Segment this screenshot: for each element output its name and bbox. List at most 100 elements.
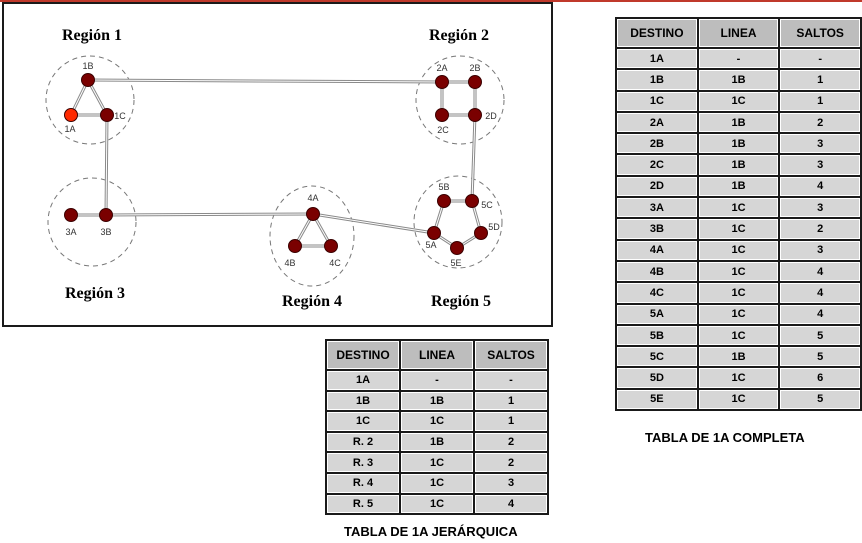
cell-destino: R. 3: [327, 453, 399, 472]
table-row: 1B 1B 1: [327, 391, 547, 411]
table-row: 1C 1C 1: [617, 91, 860, 111]
table-row: R. 2 1B 2: [327, 432, 547, 452]
cell-saltos: 1: [780, 70, 860, 90]
router-node: [474, 226, 488, 240]
table-row: 3A 1C 3: [617, 198, 860, 218]
cell-destino: R. 5: [327, 494, 399, 514]
table-row: 1B 1B 1: [617, 70, 860, 90]
table-row: 5B 1C 5: [617, 325, 860, 346]
cell-saltos: 1: [780, 91, 860, 111]
top-accent-line: [0, 0, 862, 2]
router-label: 5A: [425, 240, 436, 250]
region-boundary: [415, 55, 505, 145]
region-label: Región 1: [62, 27, 122, 44]
cell-linea: 1C: [698, 198, 779, 218]
diagram-frame: [2, 2, 553, 327]
cell-destino: 1B: [617, 70, 697, 90]
table-row: R. 5 1C 4: [327, 494, 547, 514]
router-label: 4B: [284, 258, 295, 268]
cell-destino: 2C: [617, 155, 697, 175]
cell-destino: 1A: [327, 371, 399, 390]
cell-linea: 1C: [698, 389, 779, 410]
router-node: [324, 239, 338, 253]
router-node: [64, 208, 78, 222]
cell-destino: 5C: [617, 347, 697, 367]
router-label: 2B: [469, 63, 480, 73]
cell-linea: 1C: [401, 473, 473, 493]
region-label: Región 5: [431, 293, 491, 310]
router-node: [437, 194, 451, 208]
router-node: [468, 75, 482, 89]
table-row: 2D 1B 4: [617, 176, 860, 197]
cell-linea: 1B: [698, 176, 779, 197]
cell-linea: 1C: [401, 453, 473, 472]
network-link-inner: [312, 213, 435, 234]
cell-linea: 1C: [698, 283, 779, 303]
cell-saltos: 3: [780, 240, 860, 260]
cell-destino: 2D: [617, 176, 697, 197]
table-row: 2B 1B 3: [617, 134, 860, 154]
region-label: Región 2: [429, 27, 489, 44]
table-row: 5A 1C 4: [617, 304, 860, 324]
cell-linea: 1B: [698, 155, 779, 175]
cell-saltos: 2: [475, 432, 547, 452]
table-row: R. 3 1C 2: [327, 453, 547, 472]
header-linea: LINEA: [401, 341, 473, 369]
router-node: [468, 108, 482, 122]
header-destino: DESTINO: [617, 19, 697, 47]
cell-saltos: 5: [780, 325, 860, 346]
router-node: [100, 108, 114, 122]
router-label: 4C: [329, 258, 341, 268]
header-destino: DESTINO: [327, 341, 399, 369]
router-node: [450, 241, 464, 255]
table-header-row: DESTINO LINEA SALTOS: [617, 19, 860, 47]
cell-saltos: 4: [780, 304, 860, 324]
network-link-inner: [471, 114, 476, 202]
region-boundary: [47, 177, 137, 267]
router-label: 2C: [437, 125, 449, 135]
cell-saltos: 3: [780, 198, 860, 218]
router-label: 1A: [64, 124, 75, 134]
header-linea: LINEA: [698, 19, 779, 47]
cell-saltos: 6: [780, 368, 860, 388]
cell-linea: 1C: [401, 494, 473, 514]
table-row: 5D 1C 6: [617, 368, 860, 388]
cell-linea: -: [698, 49, 779, 69]
router-label: 3A: [65, 227, 76, 237]
cell-linea: 1C: [698, 304, 779, 324]
cell-destino: 5D: [617, 368, 697, 388]
table-row: 2A 1B 2: [617, 112, 860, 133]
cell-linea: 1B: [698, 70, 779, 90]
cell-saltos: 5: [780, 347, 860, 367]
cell-linea: 1B: [401, 432, 473, 452]
cell-destino: 1C: [617, 91, 697, 111]
cell-destino: 3B: [617, 219, 697, 239]
region-label: Región 3: [65, 285, 125, 302]
cell-destino: 1A: [617, 49, 697, 69]
router-label: 5C: [481, 200, 493, 210]
table-row: 1A - -: [617, 49, 860, 69]
cell-destino: 1C: [327, 412, 399, 431]
table-row: 1A - -: [327, 371, 547, 390]
cell-saltos: 4: [475, 494, 547, 514]
router-label: 5B: [438, 182, 449, 192]
cell-destino: 1B: [327, 391, 399, 411]
header-saltos: SALTOS: [475, 341, 547, 369]
cell-saltos: 1: [475, 391, 547, 411]
cell-saltos: 2: [780, 112, 860, 133]
table-row: 4C 1C 4: [617, 283, 860, 303]
router-node: [99, 208, 113, 222]
router-node: [64, 108, 78, 122]
table-row: 5C 1B 5: [617, 347, 860, 367]
cell-linea: 1C: [698, 261, 779, 282]
router-label: 2D: [485, 111, 497, 121]
cell-linea: 1B: [698, 112, 779, 133]
network-link-inner: [87, 79, 443, 83]
cell-saltos: 3: [780, 155, 860, 175]
cell-saltos: -: [780, 49, 860, 69]
cell-saltos: 3: [475, 473, 547, 493]
cell-saltos: 1: [475, 412, 547, 431]
table-row: 3B 1C 2: [617, 219, 860, 239]
cell-linea: 1B: [698, 134, 779, 154]
